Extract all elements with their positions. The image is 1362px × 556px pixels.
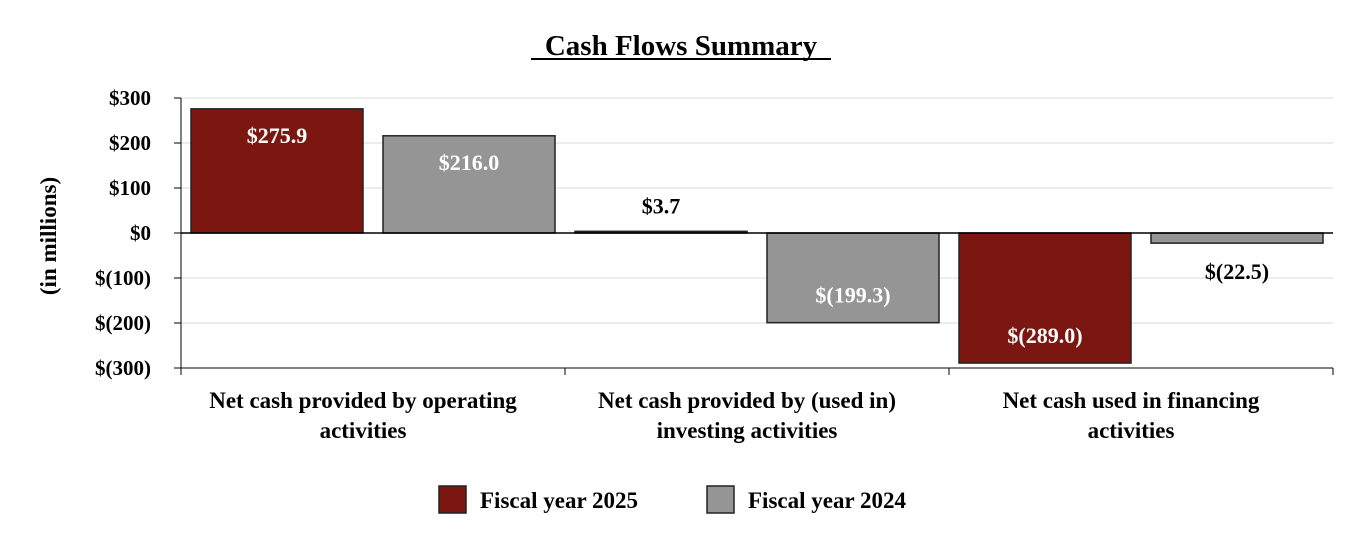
bar [1150, 232, 1324, 244]
bars [190, 108, 1324, 364]
category-label-line: activities [320, 418, 407, 443]
legend: Fiscal year 2025 Fiscal year 2024 [438, 485, 906, 514]
y-tick-label: $(100) [95, 266, 151, 290]
bar-value-label: $(289.0) [1007, 323, 1082, 348]
y-tick-label: $100 [109, 176, 151, 200]
category-label-line: investing activities [657, 418, 838, 443]
bar-value-label: $(22.5) [1205, 259, 1269, 284]
y-axis-label: (in millions) [36, 177, 61, 295]
bar-value-label: $275.9 [247, 123, 308, 148]
axes: $300 $200 $100 $0 $(100) $(200) $(300) Net cash… [95, 86, 1334, 443]
legend-label: Fiscal year 2024 [748, 488, 906, 513]
category-label: Net cash provided by operating activities [209, 388, 517, 443]
bar [382, 135, 556, 234]
y-tick-label: $200 [109, 131, 151, 155]
category-label-line: Net cash used in financing [1003, 388, 1260, 413]
data-labels: $275.9 $3.7 $(289.0) $216.0 $(199.3) $(22.5) [247, 123, 1269, 348]
bar-value-label: $(199.3) [815, 283, 890, 308]
category-label-line: Net cash provided by (used in) [598, 388, 896, 413]
legend-swatch [438, 485, 467, 514]
bar [958, 232, 1132, 364]
bar-value-label: $216.0 [439, 150, 500, 175]
category-label-line: Net cash provided by operating [209, 388, 517, 413]
y-tick-label: $0 [130, 221, 151, 245]
legend-swatch [706, 485, 735, 514]
legend-label: Fiscal year 2025 [480, 488, 638, 513]
category-label: Net cash provided by (used in) investing … [598, 388, 896, 443]
y-tick-label: $(300) [95, 356, 151, 380]
chart-title-group: Cash Flows Summary [531, 30, 831, 62]
category-label-line: activities [1088, 418, 1175, 443]
category-label: Net cash used in financing activities [1003, 388, 1260, 443]
y-tick-label: $300 [109, 86, 151, 110]
chart-title: Cash Flows Summary [545, 30, 818, 62]
bar [766, 232, 940, 324]
bar-value-label: $3.7 [642, 193, 681, 218]
y-tick-label: $(200) [95, 311, 151, 335]
